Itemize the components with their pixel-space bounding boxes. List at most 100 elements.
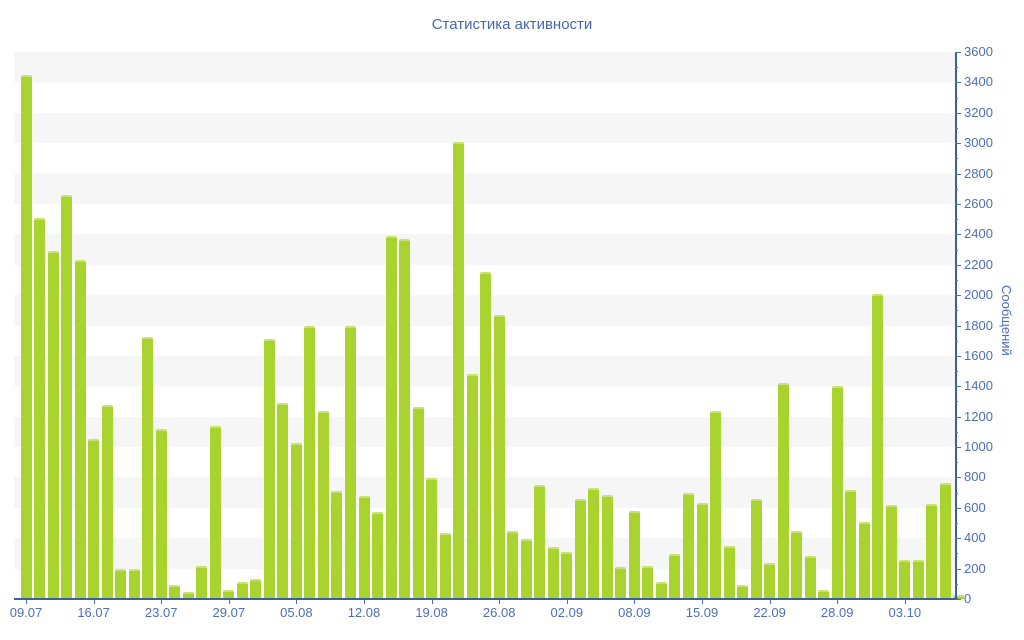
y-tick xyxy=(955,67,958,69)
bar[interactable] xyxy=(561,551,573,599)
y-tick-label: 2400 xyxy=(964,226,993,242)
bar[interactable] xyxy=(88,439,100,599)
y-tick xyxy=(955,143,961,145)
y-tick xyxy=(955,249,958,251)
bar[interactable] xyxy=(34,217,46,599)
x-tick xyxy=(296,600,298,604)
y-tick-label: 0 xyxy=(964,591,972,606)
bar[interactable] xyxy=(601,494,613,599)
bar[interactable] xyxy=(385,235,397,599)
bar[interactable] xyxy=(696,503,708,599)
bar[interactable] xyxy=(480,272,492,599)
x-tick-label: 15.09 xyxy=(685,605,719,620)
bar[interactable] xyxy=(534,485,546,599)
bar[interactable] xyxy=(155,428,167,599)
bar[interactable] xyxy=(682,492,694,599)
bar[interactable] xyxy=(61,194,73,599)
bar[interactable] xyxy=(209,425,221,599)
x-axis-line xyxy=(14,598,958,600)
bar[interactable] xyxy=(953,595,965,599)
bar[interactable] xyxy=(669,554,681,599)
bar[interactable] xyxy=(331,491,343,599)
bar[interactable] xyxy=(317,410,329,599)
bar[interactable] xyxy=(831,386,843,599)
bar[interactable] xyxy=(628,510,640,599)
bar[interactable] xyxy=(588,488,600,599)
bar[interactable] xyxy=(101,404,113,599)
bar[interactable] xyxy=(737,585,749,599)
bar[interactable] xyxy=(115,568,127,599)
bar[interactable] xyxy=(236,582,248,599)
y-tick-label: 400 xyxy=(964,530,986,546)
bar[interactable] xyxy=(710,410,722,599)
bar[interactable] xyxy=(223,589,235,599)
bar[interactable] xyxy=(47,251,59,599)
bar[interactable] xyxy=(277,403,289,599)
bar[interactable] xyxy=(263,339,275,599)
bar[interactable] xyxy=(128,568,140,599)
bar[interactable] xyxy=(250,579,262,599)
bar[interactable] xyxy=(574,498,586,599)
bar[interactable] xyxy=(547,546,559,599)
bar[interactable] xyxy=(912,559,924,599)
bar[interactable] xyxy=(858,521,870,599)
bar[interactable] xyxy=(845,489,857,599)
bar[interactable] xyxy=(885,504,897,599)
x-tick-label: 16.07 xyxy=(77,605,110,620)
bar[interactable] xyxy=(939,482,951,599)
bar[interactable] xyxy=(142,336,154,599)
bar[interactable] xyxy=(791,531,803,599)
bar[interactable] xyxy=(493,314,505,599)
bar[interactable] xyxy=(426,478,438,599)
y-tick xyxy=(955,82,961,84)
x-tick xyxy=(566,600,568,604)
bar[interactable] xyxy=(182,592,194,599)
bar[interactable] xyxy=(507,530,519,599)
bar[interactable] xyxy=(290,442,302,599)
bar[interactable] xyxy=(750,498,762,599)
bar[interactable] xyxy=(344,325,356,599)
bar[interactable] xyxy=(642,565,654,599)
bar[interactable] xyxy=(74,260,86,599)
bar[interactable] xyxy=(723,545,735,599)
y-tick xyxy=(955,599,961,600)
bar[interactable] xyxy=(169,585,181,599)
bar[interactable] xyxy=(872,293,884,599)
bar[interactable] xyxy=(439,532,451,599)
x-tick xyxy=(93,600,95,604)
y-tick-label: 200 xyxy=(964,560,986,576)
bar[interactable] xyxy=(777,383,789,599)
bar[interactable] xyxy=(926,504,938,599)
y-tick xyxy=(955,371,958,373)
bar[interactable] xyxy=(804,556,816,599)
x-tick-label: 02.09 xyxy=(550,605,584,620)
bar[interactable] xyxy=(453,141,465,599)
y-tick-label: 800 xyxy=(964,469,986,485)
x-tick-label: 19.08 xyxy=(415,605,448,620)
y-tick xyxy=(955,112,961,114)
bar[interactable] xyxy=(304,325,316,599)
bar[interactable] xyxy=(615,567,627,599)
bar[interactable] xyxy=(899,559,911,599)
y-tick xyxy=(955,340,958,342)
bar[interactable] xyxy=(655,581,667,599)
bar[interactable] xyxy=(20,74,32,599)
bar[interactable] xyxy=(520,538,532,599)
bar[interactable] xyxy=(764,563,776,599)
x-tick-label: 22.09 xyxy=(753,605,786,620)
y-tick xyxy=(955,158,958,160)
bar[interactable] xyxy=(196,565,208,599)
y-tick-label: 1200 xyxy=(964,408,993,424)
bar[interactable] xyxy=(372,511,384,599)
bar[interactable] xyxy=(399,238,411,599)
x-tick xyxy=(161,600,163,604)
x-tick xyxy=(634,600,636,604)
bar[interactable] xyxy=(358,496,370,599)
y-tick xyxy=(955,538,961,540)
x-tick xyxy=(364,600,365,604)
y-tick-label: 600 xyxy=(964,499,986,515)
bar[interactable] xyxy=(466,374,478,599)
bar[interactable] xyxy=(818,589,830,599)
y-tick-label: 1600 xyxy=(964,347,993,363)
bar[interactable] xyxy=(412,406,424,599)
